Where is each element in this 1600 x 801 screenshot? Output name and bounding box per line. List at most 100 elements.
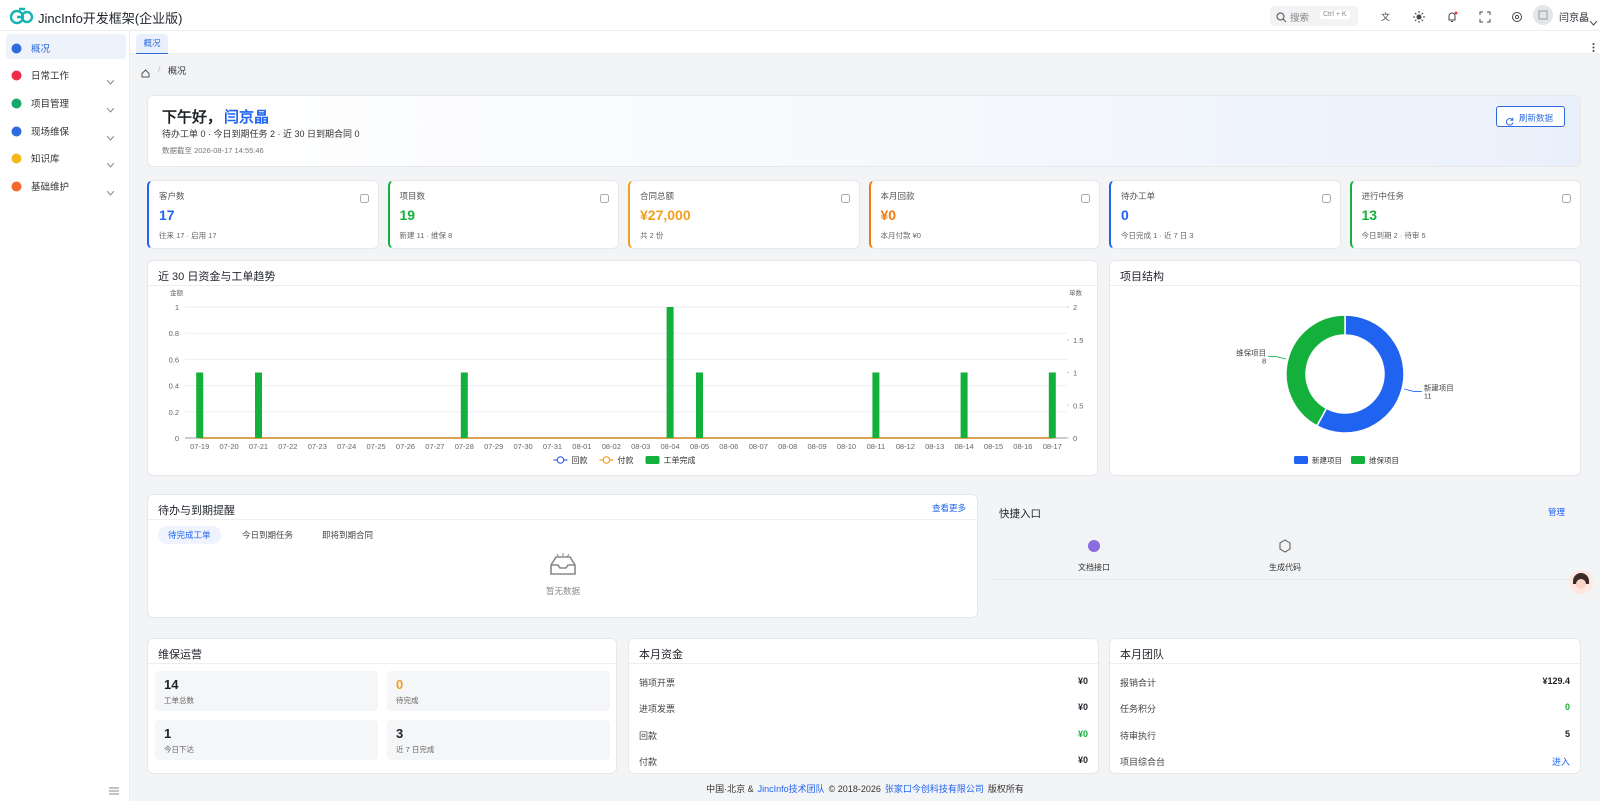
kv-value: ¥129.4 xyxy=(1542,676,1570,686)
stat-icon xyxy=(840,190,850,208)
home-icon[interactable] xyxy=(141,65,150,83)
icon-part xyxy=(109,787,119,795)
menu-item[interactable]: 现场维保 xyxy=(6,117,126,142)
stat-icon xyxy=(359,190,369,208)
stat-label: 待办工单 xyxy=(1121,191,1156,201)
icon-part xyxy=(11,126,22,137)
menu-chevron xyxy=(106,183,115,201)
footer: 中国·北京 & JincInfo技术团队 © 2018-2026 张家口今创科技有限公… xyxy=(130,778,1600,801)
stat-note: 本月付款 ¥0 xyxy=(880,231,921,240)
todo-tab[interactable]: 待完成工单 xyxy=(158,526,221,544)
icon-part xyxy=(1562,194,1571,203)
metric-label: 工单总数 xyxy=(164,696,194,705)
icon-part xyxy=(106,79,115,85)
metric-tile: 0 待完成 xyxy=(387,671,610,711)
x-tick-label: 08-03 xyxy=(631,442,650,451)
panel-title: 本月资金 xyxy=(639,649,683,661)
bar xyxy=(196,372,204,438)
kv-value[interactable]: 进入 xyxy=(1551,757,1570,767)
panel-divider xyxy=(148,663,616,664)
menu-item[interactable]: 知识库 xyxy=(6,144,126,169)
kv-row: 项目综合台 进入 xyxy=(1120,755,1570,768)
x-tick-label: 07-31 xyxy=(543,442,562,451)
metric-value: 3 xyxy=(396,726,404,741)
panel-divider xyxy=(148,285,1097,286)
logo xyxy=(9,7,34,30)
empty-text: 暂无数据 xyxy=(546,586,581,596)
more-link[interactable]: 查看更多 xyxy=(931,503,966,513)
kv-label: 任务积分 xyxy=(1120,704,1157,714)
stat-note: 今日到期 2 · 待审 5 xyxy=(1361,231,1426,240)
search-box[interactable]: 搜索 Ctrl + K xyxy=(1270,6,1358,26)
menu-item[interactable]: 项目管理 xyxy=(6,89,126,114)
user-name[interactable]: 闫京晶 xyxy=(1559,13,1589,24)
legend-label: 工单完成 xyxy=(664,455,696,465)
collapse-button[interactable] xyxy=(109,782,119,800)
x-tick-label: 08-12 xyxy=(896,442,915,451)
donut-segment xyxy=(1285,314,1346,427)
slice-value: 11 xyxy=(1424,391,1432,400)
search-shortcut: Ctrl + K xyxy=(1320,10,1350,19)
kv-value: ¥0 xyxy=(1077,729,1088,739)
assistant-avatar[interactable] xyxy=(1569,570,1593,599)
bar xyxy=(1048,372,1056,438)
header-action[interactable] xyxy=(1413,10,1425,28)
x-tick-label: 07-29 xyxy=(484,442,503,451)
tab[interactable]: 概况 xyxy=(136,34,168,54)
todo-panel: 待办与到期提醒 查看更多待完成工单 今日到期任务 即将到期合同暂无数据 xyxy=(147,494,978,618)
stat-note: 往来 17 · 启用 17 xyxy=(159,231,217,240)
empty-icon xyxy=(549,553,577,582)
footer-company[interactable]: 张家口今创科技有限公司 xyxy=(884,784,984,794)
x-tick-label: 07-24 xyxy=(337,442,356,451)
y-tick-label: 0.6 xyxy=(169,355,179,364)
quick-item[interactable]: 生成代码 xyxy=(1255,534,1315,576)
stat-icon xyxy=(1562,190,1571,208)
kv-row: 待审执行 5 xyxy=(1120,729,1570,742)
icon-part xyxy=(106,79,115,85)
icon-part xyxy=(1589,20,1598,26)
quick-label: 生成代码 xyxy=(1269,563,1301,572)
header-action[interactable] xyxy=(1479,10,1491,28)
footer-team[interactable]: JincInfo技术团队 xyxy=(757,784,825,794)
icon-part xyxy=(9,7,34,25)
manage-link[interactable]: 管理 xyxy=(1547,507,1565,517)
header-action[interactable] xyxy=(1446,10,1458,28)
icon-part xyxy=(600,194,609,203)
menu-item[interactable]: 日常工作 xyxy=(6,61,126,86)
tab-menu[interactable] xyxy=(1592,39,1595,57)
icon-part xyxy=(1448,11,1458,22)
y2-tick-label: 0.5 xyxy=(1073,401,1083,410)
header-action[interactable]: 文 xyxy=(1381,10,1393,28)
stat-note: 今日完成 1 · 近 7 日 3 xyxy=(1121,231,1194,240)
stat-icon xyxy=(600,190,609,208)
quick-label: 文档接口 xyxy=(1078,563,1110,572)
menu-chevron xyxy=(106,72,115,90)
welcome-timestamp: 数据截至 2026-08-17 14:55:46 xyxy=(162,146,264,155)
panel-title: 待办与到期提醒 xyxy=(158,505,235,517)
stat-value: 0 xyxy=(1121,207,1129,223)
stats-row: 客户数 17 往来 17 · 启用 17 项目数 19 新建 11 · 维保 8 合同总额 ¥… xyxy=(147,180,1581,249)
icon-part xyxy=(556,553,570,557)
menu-chevron xyxy=(106,128,115,146)
funds-panel: 本月资金 销项开票 ¥0 进项发票 ¥0 回款 ¥0 付款 ¥0 xyxy=(628,638,1099,774)
header-action[interactable] xyxy=(1511,10,1523,28)
kv-value: 0 xyxy=(1564,702,1570,712)
avatar[interactable] xyxy=(1533,5,1553,30)
legend-label: 维保项目 xyxy=(1369,455,1399,465)
x-tick-label: 07-21 xyxy=(249,442,268,451)
icon-part xyxy=(1088,540,1100,552)
quick-item[interactable]: 文档接口 xyxy=(1064,534,1124,576)
menu-icon xyxy=(11,179,22,197)
maintenance-panel: 维保运营 14 工单总数 0 待完成 1 今日下达 3 近 7 日完成 xyxy=(147,638,617,774)
icon-part xyxy=(11,181,22,192)
menu-item[interactable]: 基础维护 xyxy=(6,172,126,197)
kv-row: 进项发票 ¥0 xyxy=(639,702,1088,715)
menu-icon xyxy=(11,96,22,114)
todo-tab[interactable]: 即将到期合同 xyxy=(322,530,374,540)
chart-panel: 项目结构 新建项目 11 维保项目 8 新建项目 维保项目 xyxy=(1109,260,1581,476)
todo-tab[interactable]: 今日到期任务 xyxy=(242,530,294,540)
breadcrumb-separator: / xyxy=(158,64,161,74)
x-tick-label: 07-27 xyxy=(425,442,444,451)
refresh-button[interactable]: 刷新数据 xyxy=(1496,106,1565,127)
menu-item[interactable]: 概况 xyxy=(6,34,126,59)
